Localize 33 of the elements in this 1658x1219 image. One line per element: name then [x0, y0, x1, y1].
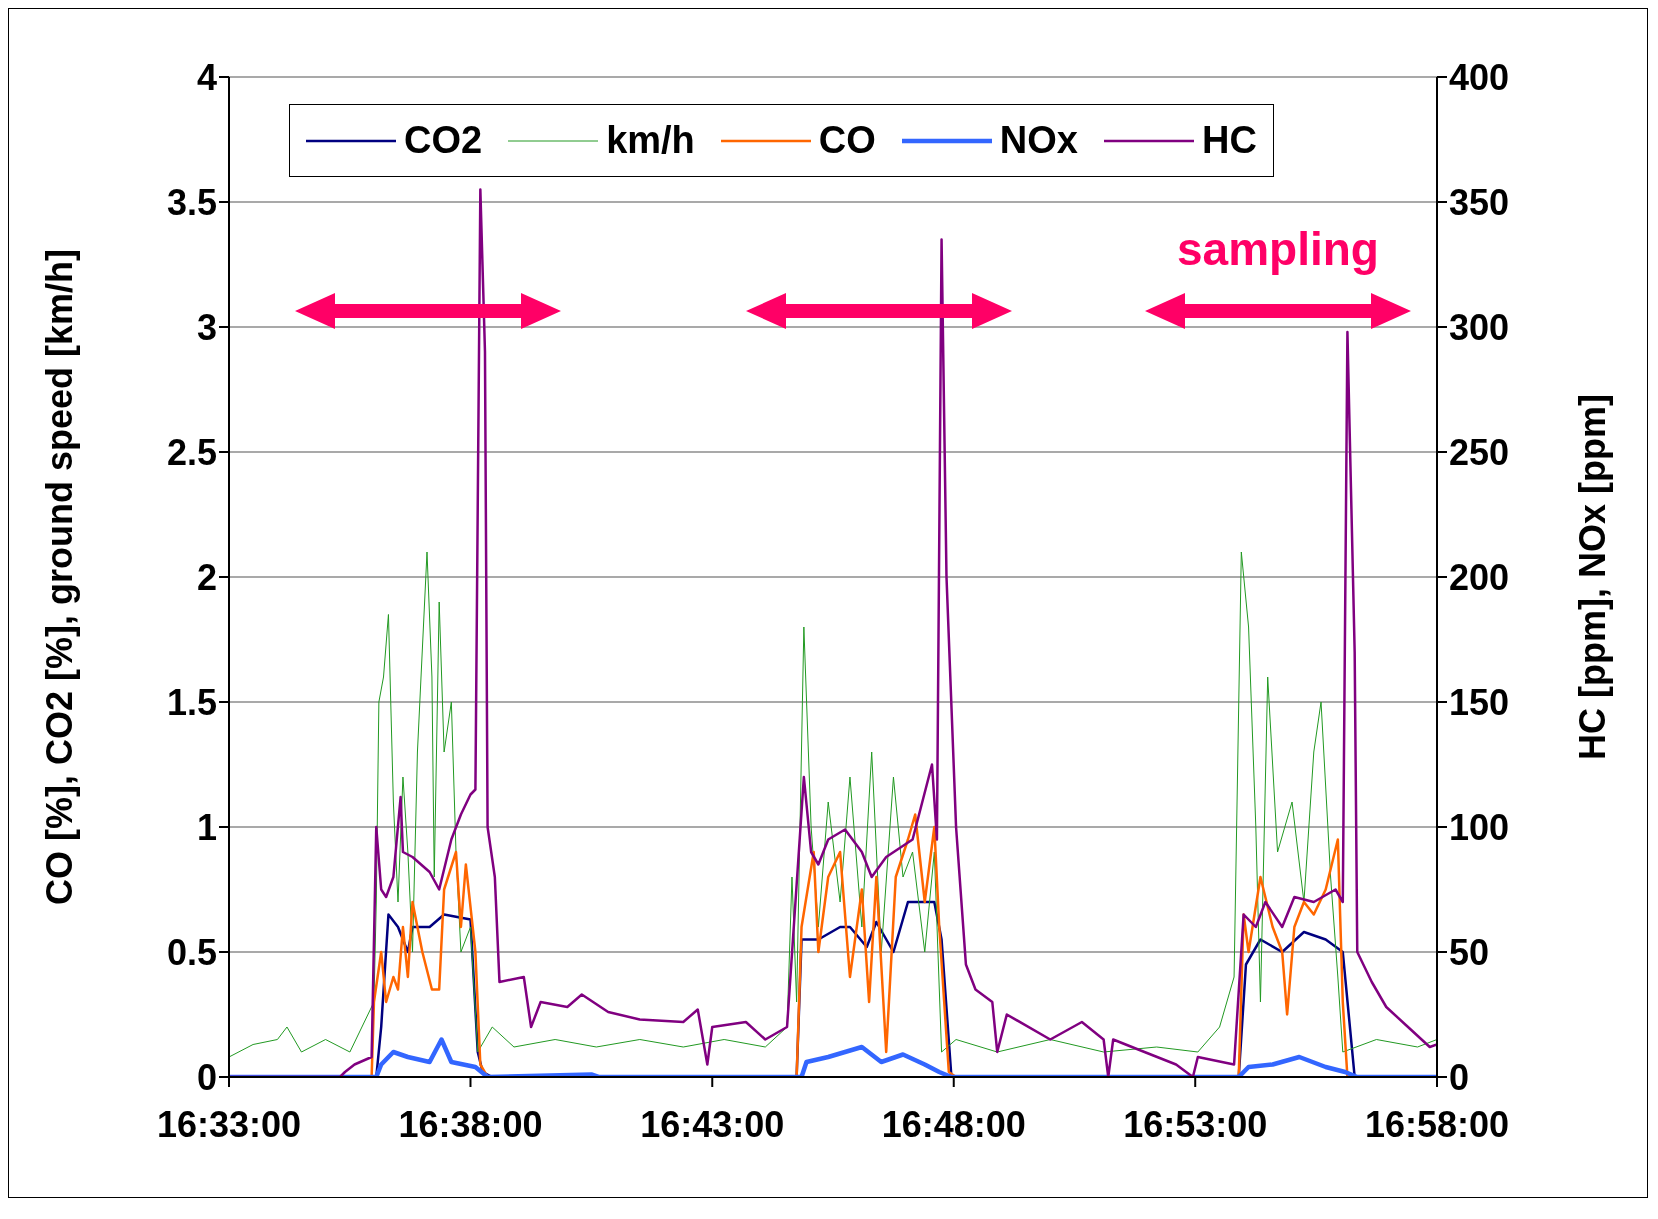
- x-tick-label: 16:53:00: [1123, 1103, 1268, 1145]
- y-tick-label: 1.5: [166, 681, 217, 723]
- x-tick-label: 16:58:00: [1364, 1103, 1510, 1145]
- line-series: [229, 551, 1437, 1058]
- y-tick-label: 4: [196, 56, 217, 98]
- legend-label: NOx: [999, 119, 1078, 162]
- x-tick-label: 16:33:00: [156, 1103, 302, 1145]
- legend-label: CO2: [404, 119, 483, 162]
- y-axis-title: CO [%], CO2 [%], ground speed [km/h]: [38, 248, 80, 906]
- y2-tick-label: 400: [1449, 56, 1510, 98]
- legend-label: CO: [818, 119, 876, 162]
- x-tick-label: 16:48:00: [881, 1103, 1026, 1145]
- y-tick-label: 3: [196, 306, 217, 348]
- x-tick-label: 16:43:00: [640, 1103, 785, 1145]
- y-tick-label: 1: [196, 806, 217, 848]
- legend-label: km/h: [606, 119, 695, 162]
- y2-tick-label: 100: [1449, 806, 1510, 848]
- y2-tick-label: 200: [1449, 556, 1510, 598]
- y2-tick-label: 0: [1449, 1056, 1470, 1098]
- y-tick-label: 2: [196, 556, 217, 598]
- y-tick-label: 3.5: [166, 181, 217, 223]
- annotation: sampling: [1176, 222, 1380, 277]
- y-tick-label: 2.5: [166, 431, 217, 473]
- x-tick-label: 16:38:00: [398, 1103, 543, 1145]
- y-tick-label: 0: [196, 1056, 217, 1098]
- y-tick-label: 0.5: [166, 931, 217, 973]
- y2-axis-title: HC [ppm], NOx [ppm]: [1571, 394, 1613, 760]
- y2-tick-label: 50: [1449, 931, 1490, 973]
- y2-tick-label: 300: [1449, 306, 1510, 348]
- y2-tick-label: 150: [1449, 681, 1510, 723]
- legend-label: HC: [1201, 119, 1257, 162]
- y2-tick-label: 350: [1449, 181, 1510, 223]
- y2-tick-label: 250: [1449, 431, 1510, 473]
